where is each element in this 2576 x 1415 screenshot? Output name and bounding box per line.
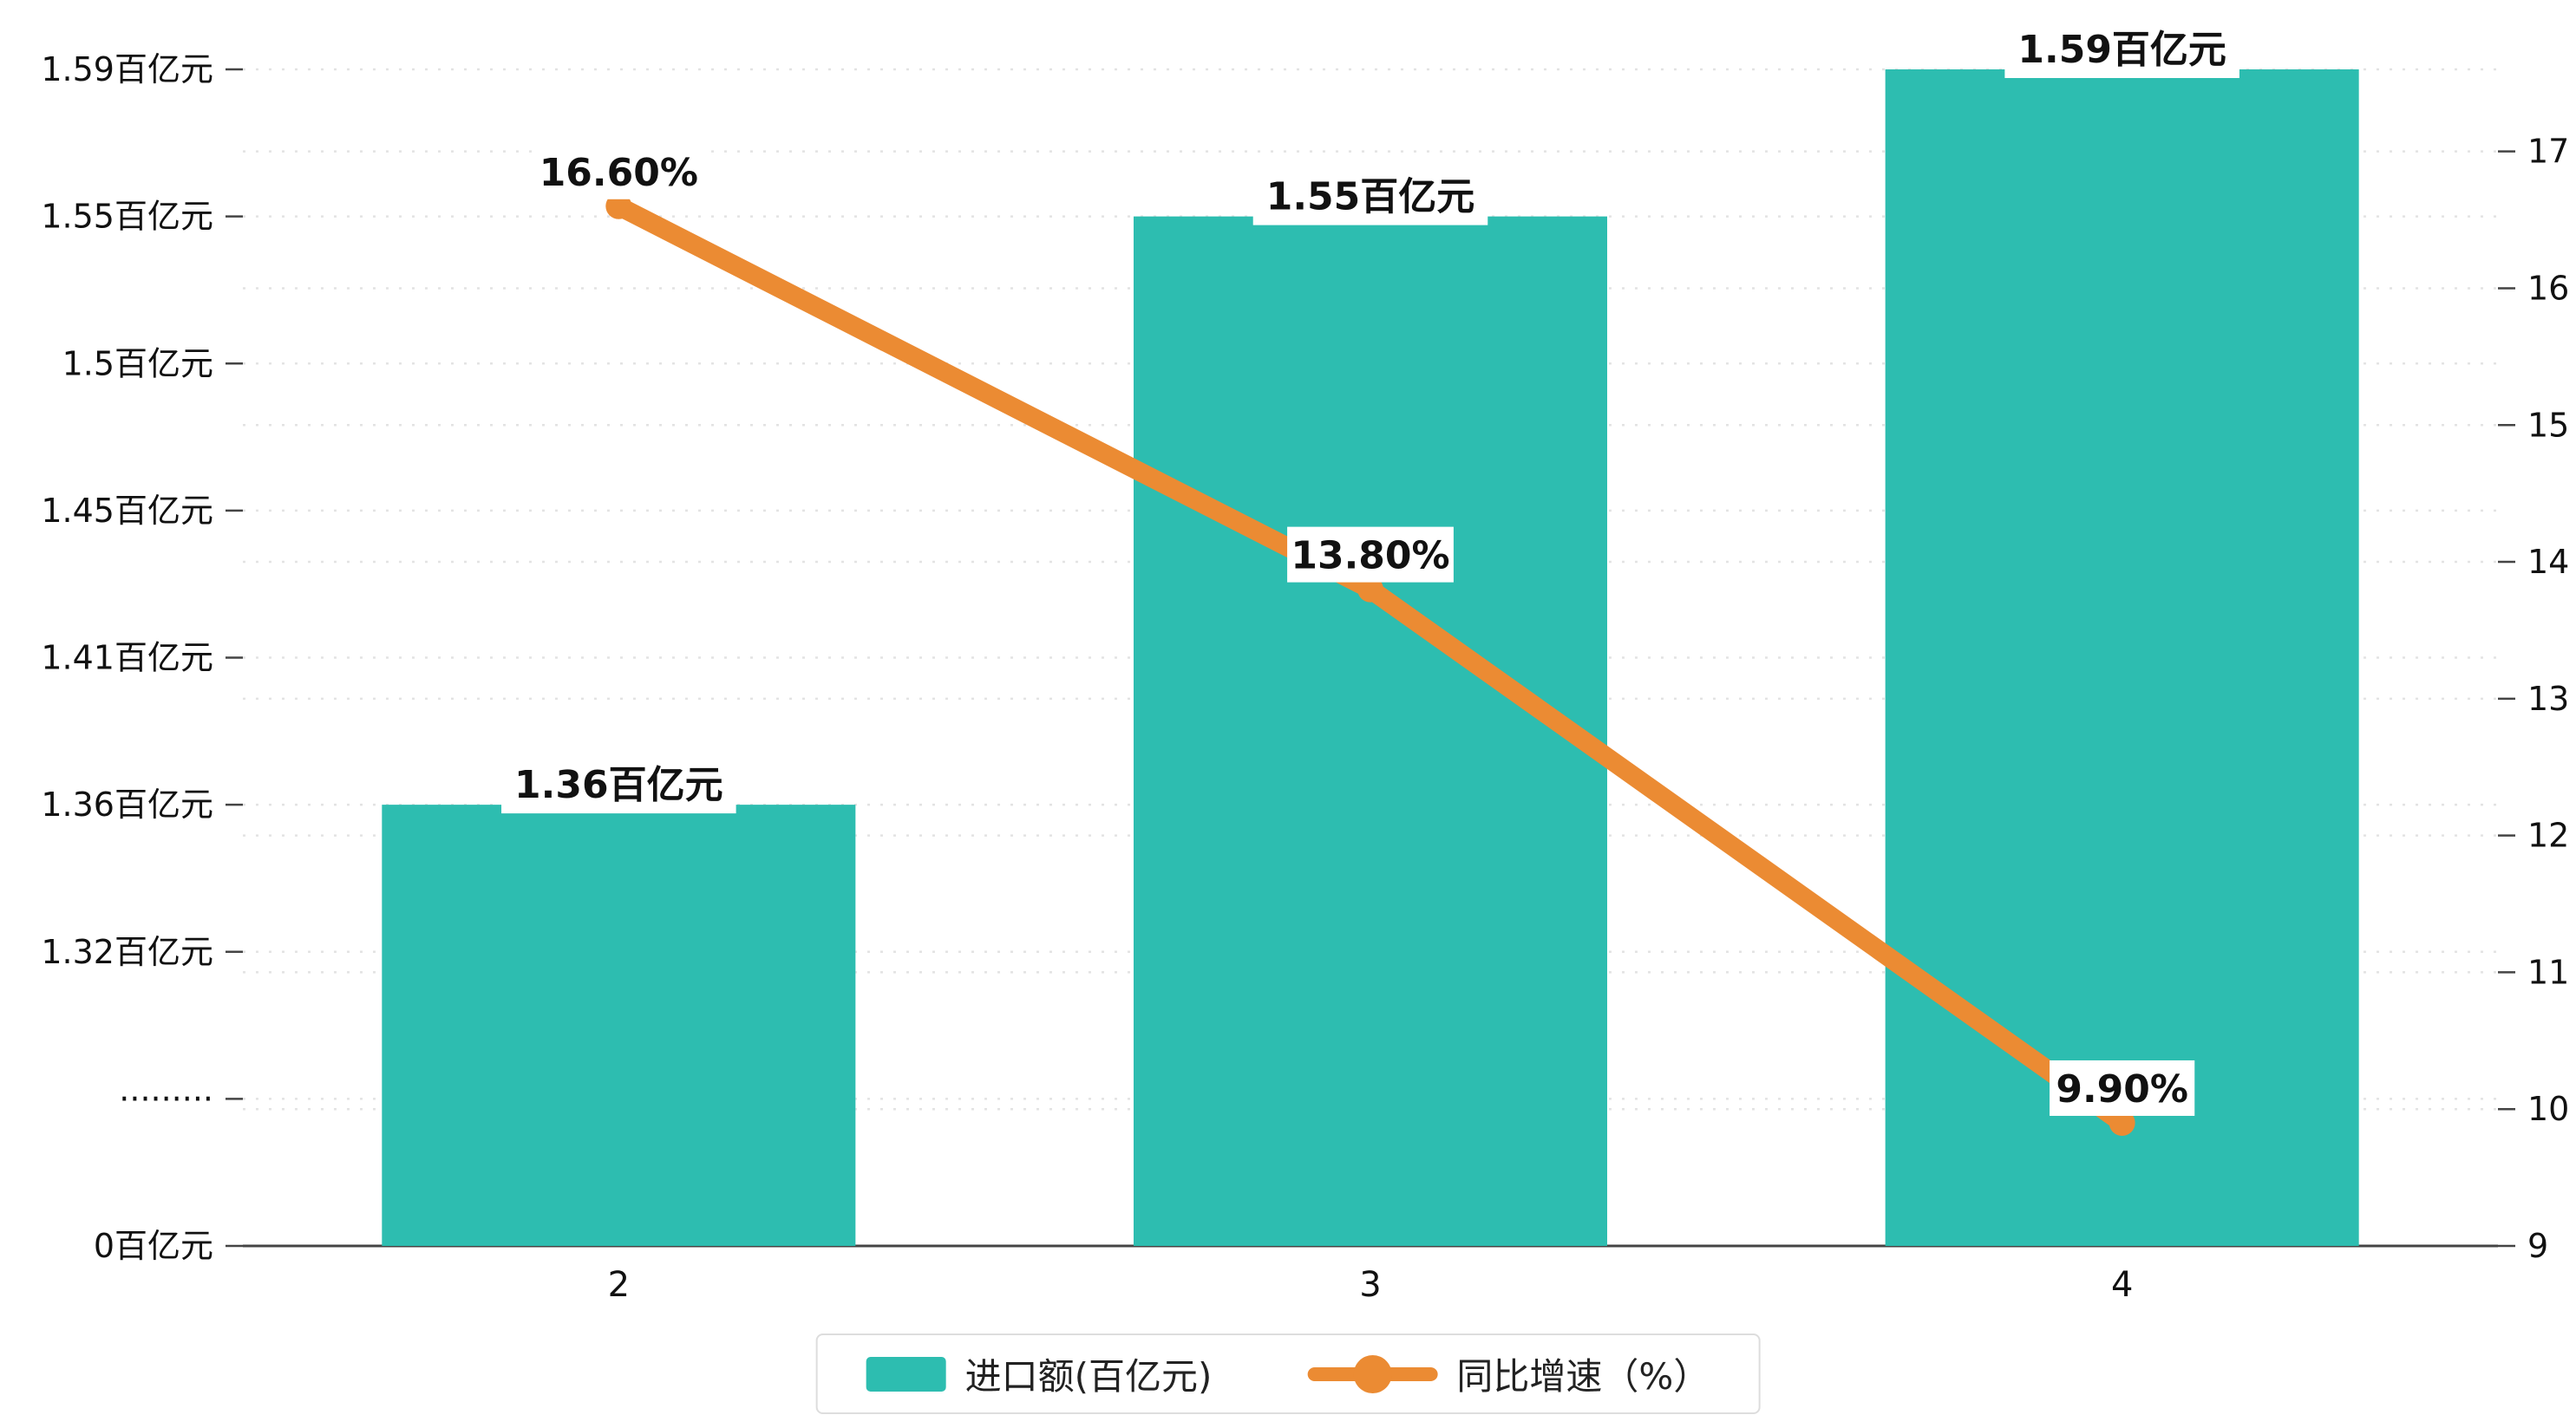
left-axis-label: 1.5百亿元 — [62, 344, 213, 382]
bar-label: 1.36百亿元 — [514, 763, 723, 807]
left-axis-label: 1.55百亿元 — [41, 198, 213, 236]
bar[interactable] — [382, 805, 856, 1246]
right-axis-label: 15 — [2527, 406, 2569, 444]
right-axis-label: 12 — [2527, 817, 2569, 855]
right-axis-label: 9 — [2527, 1227, 2548, 1265]
right-axis-label: 11 — [2527, 953, 2569, 991]
bar-label: 1.59百亿元 — [2017, 28, 2226, 72]
left-axis-label: 1.45百亿元 — [41, 492, 213, 530]
point-label: 9.90% — [2056, 1067, 2188, 1112]
bar-label: 1.55百亿元 — [1266, 175, 1475, 219]
line-point[interactable] — [605, 192, 632, 219]
legend-item-yoy-growth[interactable]: 同比增速（%） — [1307, 1347, 1710, 1400]
left-axis-label: ········· — [119, 1079, 213, 1118]
line-point[interactable] — [1357, 576, 1383, 603]
bar-label-bg — [1252, 167, 1488, 225]
right-axis-label: 17 — [2527, 133, 2569, 171]
x-axis-label: 4 — [2111, 1265, 2133, 1305]
bar-label-bg — [501, 756, 736, 814]
legend-label-import-amount: 进口额(百亿元) — [964, 1355, 1213, 1398]
point-label: 13.80% — [1291, 534, 1449, 578]
bar[interactable] — [1885, 69, 2359, 1246]
right-axis-label: 13 — [2527, 680, 2569, 718]
line-swatch-icon — [1307, 1354, 1438, 1394]
chart-legend: 进口额(百亿元) 同比增速（%） — [815, 1333, 1761, 1414]
right-axis-label: 10 — [2527, 1090, 2569, 1128]
right-axis-label: 16 — [2527, 269, 2569, 307]
x-axis-label: 2 — [608, 1265, 630, 1305]
bar[interactable] — [1134, 216, 1607, 1246]
point-label-bg — [1287, 526, 1454, 583]
left-axis-label: 1.36百亿元 — [41, 786, 213, 824]
bar-swatch-icon — [866, 1356, 946, 1392]
right-axis-label: 14 — [2527, 543, 2569, 581]
bar-label-bg — [2004, 21, 2239, 78]
point-label-bg — [535, 143, 703, 199]
left-axis-label: 1.41百亿元 — [41, 639, 213, 677]
left-axis-label: 1.32百亿元 — [41, 933, 213, 971]
left-axis-label: 1.59百亿元 — [41, 50, 213, 88]
point-label-bg — [2050, 1060, 2195, 1116]
legend-item-import-amount[interactable]: 进口额(百亿元) — [866, 1347, 1213, 1400]
point-label: 16.60% — [539, 151, 698, 195]
line-point[interactable] — [2109, 1109, 2135, 1136]
legend-label-yoy-growth: 同比增速（%） — [1456, 1355, 1710, 1398]
left-axis-label: 0百亿元 — [94, 1227, 213, 1265]
x-axis-label: 3 — [1359, 1265, 1381, 1305]
